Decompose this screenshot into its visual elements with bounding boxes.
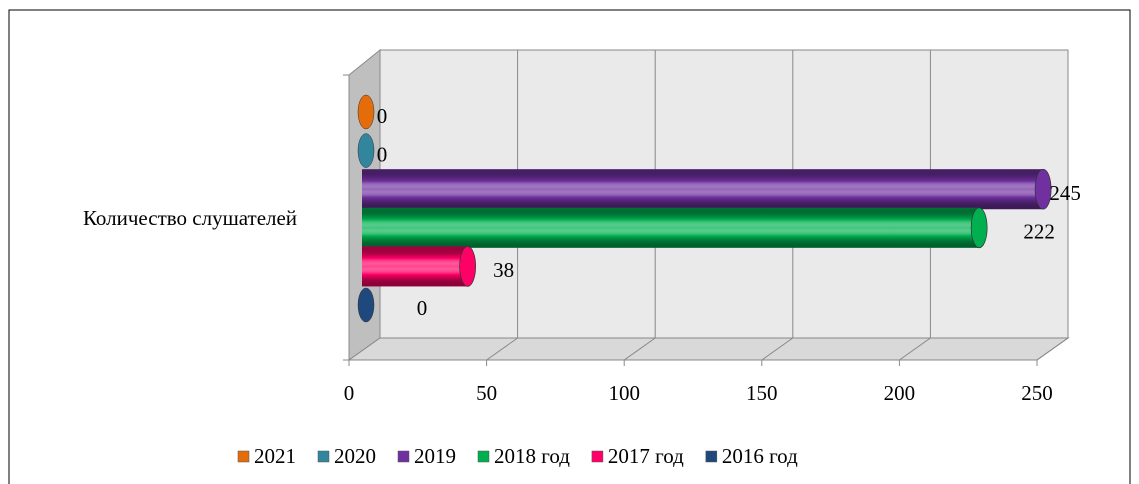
legend-swatch	[397, 450, 410, 463]
x-tick-label: 200	[884, 381, 916, 405]
bar	[357, 287, 375, 323]
x-tick-label: 250	[1021, 381, 1053, 405]
value-label: 0	[377, 104, 388, 128]
value-label: 0	[417, 296, 428, 320]
x-tick-label: 100	[608, 381, 640, 405]
grid-line	[486, 337, 518, 361]
value-label: 0	[377, 142, 388, 166]
bar	[362, 207, 988, 249]
x-tick-label: 50	[476, 381, 497, 405]
grid-line	[1036, 337, 1069, 361]
legend-swatch	[477, 450, 490, 463]
legend-label: 2019	[414, 444, 456, 468]
legend-swatch	[591, 450, 604, 463]
legend-swatch	[317, 450, 330, 463]
grid-line	[899, 337, 931, 361]
legend-swatch	[237, 450, 250, 463]
bar-shade	[362, 169, 1044, 210]
legend-label: 2021	[254, 444, 296, 468]
value-label: 245	[1049, 181, 1081, 205]
bar	[357, 94, 375, 130]
bar-cap	[1034, 168, 1052, 210]
x-tick-label: 0	[344, 381, 355, 405]
frame	[8, 9, 1131, 484]
grid-line	[761, 337, 794, 361]
legend-label: 2016 год	[722, 444, 798, 468]
bar-shade	[362, 246, 468, 287]
bar	[362, 246, 476, 287]
legend-label: 2017 год	[608, 444, 684, 468]
bar-cap	[970, 207, 988, 249]
grid-line	[623, 337, 656, 361]
legend-label: 2020	[334, 444, 376, 468]
x-tick-label: 150	[746, 381, 778, 405]
bar-cap	[459, 246, 476, 287]
legend-label: 2018 год	[494, 444, 570, 468]
bar	[362, 168, 1052, 210]
value-label: 38	[493, 258, 514, 282]
category-label: Количество слушателей	[83, 206, 297, 230]
bar-shade	[362, 207, 980, 248]
legend-swatch	[705, 450, 718, 463]
value-label: 222	[1023, 220, 1055, 244]
bar	[357, 133, 375, 168]
floor	[347, 337, 1070, 361]
